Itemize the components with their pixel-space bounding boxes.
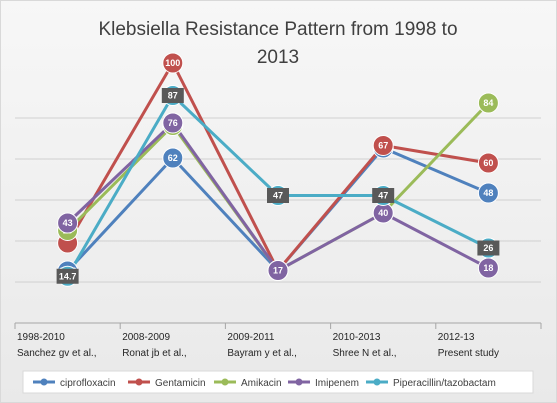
legend-box: [22, 370, 534, 394]
x-tick-label-study: Shree N et al.,: [333, 348, 397, 359]
data-label: 67: [378, 141, 388, 151]
x-tick-label-study: Present study: [438, 348, 499, 359]
legend-entry-label: ciprofloxacin: [60, 378, 116, 389]
data-label-box: [267, 188, 289, 203]
data-label: 60: [483, 158, 493, 168]
data-label: 48: [483, 188, 493, 198]
data-label-box: [56, 268, 79, 284]
x-tick-label-study: Sanchez gv et al.,: [17, 348, 97, 359]
data-label: 87: [168, 91, 178, 101]
data-point-marker: [477, 92, 499, 114]
legend-swatch-marker: [221, 378, 229, 386]
data-point-marker: [162, 112, 184, 134]
data-point-marker: [372, 135, 394, 156]
data-label-box: [477, 240, 500, 256]
data-label: 17: [273, 266, 283, 276]
legend-entry-label: Gentamicin: [155, 378, 206, 389]
data-point-marker: [477, 152, 499, 174]
legend-swatch-marker: [373, 378, 381, 386]
x-tick-label-study: Ronat jb et al.,: [122, 348, 186, 359]
data-label: 62: [168, 153, 178, 163]
data-label: 47: [378, 191, 388, 201]
data-point-marker: [477, 182, 499, 204]
data-label-box: [161, 88, 184, 103]
data-label: 40: [378, 208, 388, 218]
x-axis: 1998-2010 Sanchez gv et al., 2008-2009 Rona…: [14, 322, 542, 359]
legend-swatch-marker: [40, 378, 48, 386]
series-lines: [66, 61, 490, 278]
legend-entry-label: Piperacillin/tazobactam: [393, 378, 496, 389]
data-label-box: [372, 188, 395, 203]
x-tick-label-study: Bayram y et al.,: [227, 348, 296, 359]
legend: ciprofloxacin Gentamicin Amikacin Imipenem P…: [22, 370, 534, 394]
x-tick-label-period: 2010-2013: [333, 332, 381, 343]
data-point-marker: [162, 52, 184, 74]
data-point-marker: [162, 147, 184, 169]
data-labels: 16.86217664810067601084437617401814.7874…: [56, 52, 500, 287]
data-point-marker: [267, 260, 289, 281]
x-tick-label-period: 2012-13: [438, 332, 475, 343]
data-label: 18: [483, 263, 493, 273]
data-label: 76: [168, 118, 178, 128]
data-label: 26: [483, 243, 493, 253]
data-label: 100: [165, 58, 180, 68]
x-tick-label-period: 1998-2010: [17, 332, 65, 343]
data-label: 14.7: [59, 271, 77, 281]
data-label: 43: [63, 218, 73, 228]
legend-swatch-marker: [135, 378, 143, 386]
legend-swatch-marker: [295, 378, 303, 386]
legend-entry-label: Amikacin: [241, 378, 282, 389]
data-label: 47: [273, 191, 283, 201]
chart-title-line-1: Klebsiella Resistance Pattern from 1998 …: [98, 19, 457, 40]
data-label: 84: [483, 98, 493, 108]
legend-entry-label: Imipenem: [315, 378, 359, 389]
data-point-marker: [57, 212, 79, 234]
chart-title-line-2: 2013: [257, 47, 299, 68]
x-tick-label-period: 2008-2009: [122, 332, 170, 343]
x-tick-label-period: 2009-2011: [227, 332, 275, 343]
